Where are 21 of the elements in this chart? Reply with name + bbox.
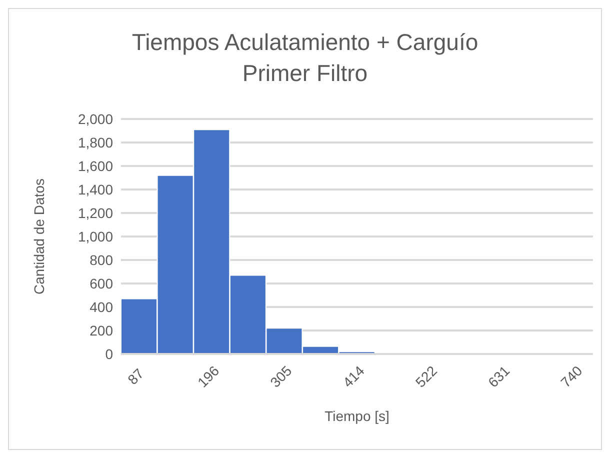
x-tick-label: 305 <box>266 362 295 390</box>
x-tick-label: 87 <box>124 365 147 388</box>
y-tick-label: 1,400 <box>78 181 114 198</box>
y-tick-label: 1,000 <box>78 228 114 244</box>
x-tick-label: 196 <box>194 362 222 390</box>
x-tick-label: 631 <box>484 362 513 390</box>
x-tick-label: 414 <box>340 362 368 390</box>
y-tick-label: 800 <box>90 252 114 268</box>
y-tick-label: 2,000 <box>78 110 114 127</box>
y-axis-title: Cantidad de Datos <box>30 178 47 294</box>
y-tick-label: 1,800 <box>78 134 114 150</box>
chart-title: Tiempos Aculatamiento + Carguío Primer Filtro <box>130 28 480 88</box>
y-tick-label: 200 <box>90 322 114 338</box>
y-tick-label: 0 <box>105 346 114 362</box>
y-tick-label: 1,600 <box>78 158 114 174</box>
x-axis-title: Tiempo [s] <box>324 408 390 424</box>
x-tick-label: 740 <box>557 362 586 390</box>
y-tick-label: 1,200 <box>78 204 114 221</box>
y-tick-label: 600 <box>90 275 114 292</box>
x-tick-label: 522 <box>412 362 440 390</box>
y-tick-label: 400 <box>90 298 114 315</box>
